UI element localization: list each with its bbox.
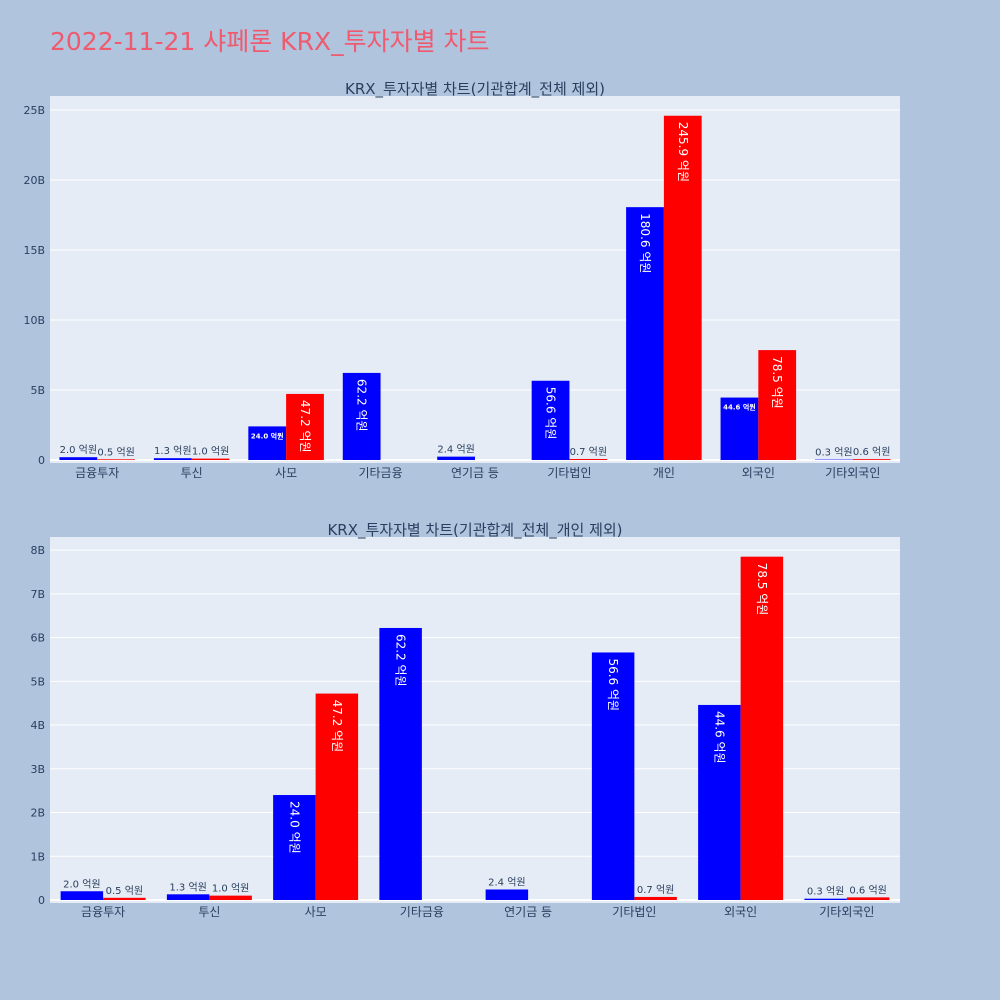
bar	[103, 897, 146, 900]
bar	[698, 704, 741, 900]
bar	[846, 897, 890, 900]
y-tick-label: 15B	[23, 244, 45, 257]
y-tick-label: 2B	[30, 807, 45, 820]
y-tick-label: 7B	[30, 588, 45, 601]
data-label: 0.5 억원	[106, 885, 143, 897]
data-label: 0.6 억원	[853, 446, 890, 458]
chart-title: KRX_투자자별 차트(기관합계_전체 제외)	[345, 80, 605, 99]
data-label: 0.5 억원	[97, 446, 134, 458]
bar	[153, 458, 192, 460]
data-label: 0.7 억원	[570, 446, 607, 458]
bar	[626, 207, 664, 460]
bar	[315, 693, 359, 900]
x-tick-label: 기타법인	[547, 466, 591, 480]
data-label: 47.2 억원	[330, 700, 344, 753]
bar	[379, 627, 422, 900]
x-tick-label: 사모	[275, 466, 297, 480]
y-tick-label: 3B	[30, 763, 45, 776]
x-tick-label: 개인	[653, 466, 675, 480]
y-tick-label: 0	[38, 894, 45, 907]
bar	[663, 115, 702, 461]
x-tick-label: 외국인	[742, 466, 775, 480]
data-label: 62.2 억원	[355, 379, 369, 432]
bar	[191, 458, 230, 460]
bar	[531, 380, 570, 460]
x-tick-label: 기타외국인	[825, 466, 880, 480]
bar	[758, 350, 797, 460]
data-label: 24.0 억원	[287, 801, 301, 854]
bar	[97, 459, 135, 460]
x-tick-label: 기타금융	[358, 466, 402, 480]
x-tick-label: 외국인	[724, 905, 757, 919]
bar	[569, 459, 608, 460]
data-label: 56.6 억원	[544, 387, 558, 440]
data-label: 0.3 억원	[815, 447, 852, 459]
data-label: 2.4 억원	[488, 877, 525, 889]
x-tick-label: 금융투자	[75, 466, 119, 480]
y-tick-label: 25B	[23, 104, 45, 117]
data-label: 24.0 억원	[251, 431, 284, 440]
bar	[209, 895, 252, 900]
bar	[852, 459, 891, 460]
x-tick-label: 금융투자	[81, 905, 125, 919]
chart-2: 0 1B 2B 3B 4B 5B 6B 7B 8B KRX_투자자별 차트(기관합계_전체_개인 …	[30, 521, 900, 919]
data-label: 2.0 억원	[60, 444, 97, 456]
data-label: 1.0 억원	[212, 883, 249, 895]
bar	[59, 457, 98, 460]
data-label: 245.9 억원	[676, 122, 690, 182]
chart-1: 0 5B 10B 15B 20B 25B KRX_투자자별 차트(기관합계_전체 제외) 금융…	[23, 80, 900, 480]
data-label: 44.6 억원	[723, 403, 756, 412]
data-label: 62.2 억원	[394, 634, 408, 687]
x-tick-label: 사모	[305, 905, 327, 919]
x-tick-label: 연기금 등	[451, 466, 499, 480]
chart-title: KRX_투자자별 차트(기관합계_전체_개인 제외)	[327, 521, 622, 540]
data-label: 78.5 억원	[770, 356, 784, 409]
data-label: 2.4 억원	[437, 444, 474, 456]
bar	[273, 795, 316, 900]
data-label: 44.6 억원	[712, 711, 726, 764]
bar	[740, 556, 784, 900]
y-tick-label: 5B	[30, 384, 45, 397]
data-label: 2.0 억원	[63, 878, 100, 890]
y-tick-label: 20B	[23, 174, 45, 187]
data-label: 180.6 억원	[638, 213, 652, 273]
bar	[248, 426, 287, 460]
bar	[286, 393, 324, 460]
x-tick-label: 연기금 등	[504, 905, 552, 919]
x-tick-label: 투신	[181, 466, 203, 480]
x-tick-label: 투신	[198, 905, 220, 919]
bar	[634, 896, 677, 900]
bar	[342, 372, 381, 460]
bar	[60, 891, 104, 900]
y-tick-label: 0	[38, 454, 45, 467]
bar	[804, 898, 847, 900]
bar	[720, 397, 759, 460]
data-label: 78.5 억원	[755, 563, 769, 616]
data-label: 0.6 억원	[849, 884, 886, 896]
y-tick-label: 10B	[23, 314, 45, 327]
bar	[591, 652, 635, 900]
bar	[437, 456, 475, 460]
data-label: 1.3 억원	[154, 445, 191, 457]
y-tick-label: 4B	[30, 719, 45, 732]
y-tick-label: 5B	[30, 675, 45, 688]
data-label: 1.0 억원	[192, 446, 229, 458]
data-label: 56.6 억원	[606, 658, 620, 711]
y-tick-label: 6B	[30, 632, 45, 645]
bar	[485, 889, 529, 900]
page-title: 2022-11-21 샤페론 KRX_투자자별 차트	[50, 27, 490, 56]
data-label: 0.7 억원	[637, 884, 674, 896]
x-tick-label: 기타금융	[400, 905, 444, 919]
data-label: 0.3 억원	[807, 886, 844, 898]
bar	[166, 894, 210, 900]
x-tick-label: 기타법인	[612, 905, 656, 919]
data-label: 47.2 억원	[298, 400, 312, 453]
y-tick-label: 8B	[30, 544, 45, 557]
x-tick-label: 기타외국인	[819, 905, 874, 919]
y-tick-label: 1B	[30, 850, 45, 863]
data-label: 1.3 억원	[169, 881, 206, 893]
